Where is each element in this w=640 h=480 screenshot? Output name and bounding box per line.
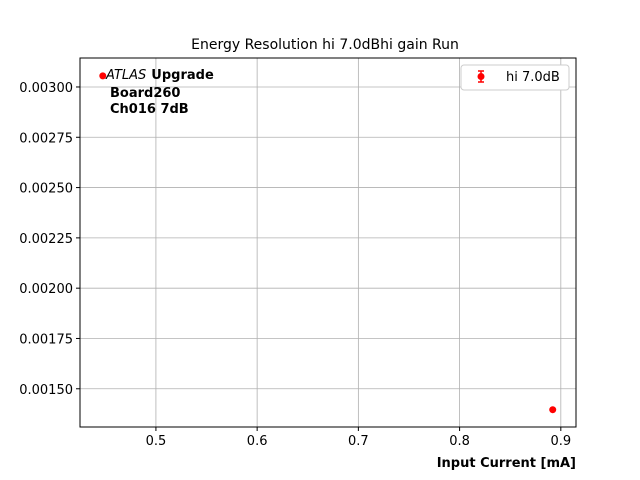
chart-title: Energy Resolution hi 7.0dBhi gain Run [191,37,459,53]
y-tick-label: 0.00150 [19,383,73,398]
annotation-upgrade: Upgrade [151,68,214,83]
legend: hi 7.0dB [460,64,570,91]
y-tick-label: 0.00175 [19,332,73,347]
x-tick-label: 0.6 [247,434,268,449]
y-tick-label: 0.00275 [19,131,73,146]
annotation-atlas: ATLAS [105,68,146,83]
y-tick-label: 0.00250 [19,182,73,197]
y-tick-label: 0.00300 [19,81,73,96]
x-tick-label: 0.5 [146,434,167,449]
legend-box [460,64,570,91]
x-tick-label: 0.8 [449,434,470,449]
annotation-board: Board260 [110,86,180,101]
atlas-annotation: ATLAS Upgrade Board260 Ch016 7dB [105,68,214,117]
x-tick-label: 0.9 [550,434,571,449]
y-tick-label: 0.00225 [19,232,73,247]
axes-frame [79,57,577,428]
legend-marker [477,73,485,80]
data-point [99,72,107,80]
annotation-channel: Ch016 7dB [110,102,189,117]
legend-label: hi 7.0dB [506,70,560,85]
data-point [549,406,557,414]
x-axis-label: Input Current [mA] [437,456,576,471]
x-tick-label: 0.7 [348,434,369,449]
y-tick-label: 0.00200 [19,282,73,297]
